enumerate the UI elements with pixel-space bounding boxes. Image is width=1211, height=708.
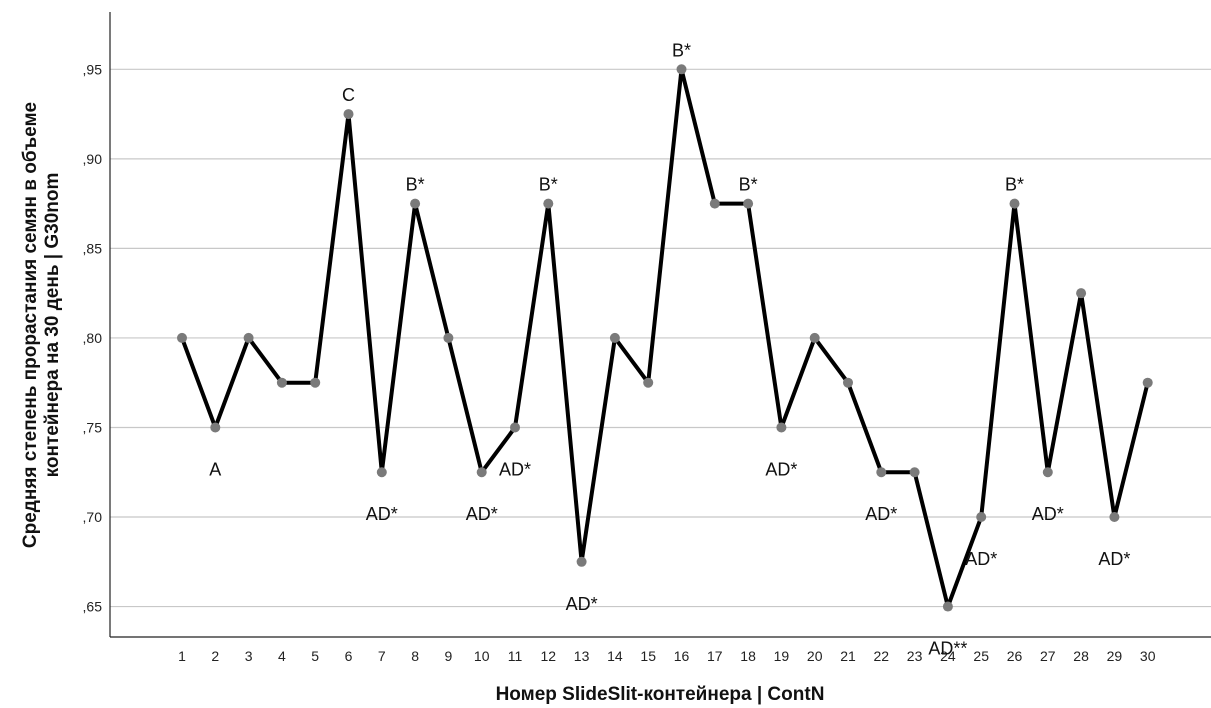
point-label: B* bbox=[1005, 175, 1024, 195]
x-tick-label: 17 bbox=[707, 648, 723, 664]
y-tick-label: ,95 bbox=[83, 61, 103, 77]
x-tick-label: 18 bbox=[740, 648, 756, 664]
point-label: AD* bbox=[965, 549, 997, 569]
x-tick-label: 15 bbox=[640, 648, 656, 664]
x-tick-label: 20 bbox=[807, 648, 823, 664]
data-point bbox=[1076, 288, 1087, 299]
x-tick-label: 16 bbox=[674, 648, 690, 664]
grid-lines bbox=[110, 68, 1211, 608]
x-tick-label: 7 bbox=[378, 648, 386, 664]
data-point bbox=[576, 556, 587, 567]
data-point bbox=[942, 601, 953, 612]
x-tick-label: 5 bbox=[311, 648, 319, 664]
data-point bbox=[476, 467, 487, 478]
series-group bbox=[177, 64, 1153, 612]
data-point bbox=[443, 332, 454, 343]
data-point bbox=[843, 377, 853, 388]
data-point bbox=[376, 467, 387, 478]
x-tick-label: 21 bbox=[840, 648, 856, 664]
data-point bbox=[709, 198, 720, 209]
data-point bbox=[1142, 377, 1153, 388]
y-tick-label: ,85 bbox=[83, 240, 103, 256]
data-point bbox=[1042, 467, 1053, 478]
point-label: AD* bbox=[499, 459, 531, 479]
data-point bbox=[676, 64, 687, 75]
y-tick-label: ,75 bbox=[83, 419, 103, 435]
point-label: AD* bbox=[765, 459, 797, 479]
y-tick-labels: ,65 ,70 ,75 ,80 ,85 ,90 ,95 bbox=[83, 61, 103, 614]
x-tick-label: 4 bbox=[278, 648, 286, 664]
x-tick-label: 29 bbox=[1107, 648, 1123, 664]
y-tick-label: ,80 bbox=[83, 330, 103, 346]
point-label: B* bbox=[672, 40, 691, 60]
data-point bbox=[743, 198, 754, 209]
point-label: AD* bbox=[1032, 504, 1064, 524]
x-tick-label: 14 bbox=[607, 648, 623, 664]
x-tick-label: 10 bbox=[474, 648, 490, 664]
x-tick-label: 19 bbox=[774, 648, 790, 664]
series-line bbox=[180, 67, 1150, 609]
point-label: AD* bbox=[466, 504, 498, 524]
data-point bbox=[310, 377, 321, 388]
point-label: A bbox=[209, 459, 221, 479]
data-point bbox=[1009, 198, 1020, 209]
point-label: B* bbox=[739, 175, 758, 195]
data-point bbox=[809, 332, 820, 343]
y-axis-title-line-1: Средняя степень прорастания семян в объе… bbox=[20, 102, 41, 548]
x-tick-label: 2 bbox=[211, 648, 219, 664]
data-point bbox=[1109, 512, 1120, 523]
x-tick-label: 28 bbox=[1073, 648, 1089, 664]
data-point bbox=[243, 332, 254, 343]
x-tick-label: 22 bbox=[874, 648, 890, 664]
point-label: AD** bbox=[928, 639, 967, 659]
y-tick-label: ,70 bbox=[83, 509, 103, 525]
data-point bbox=[210, 422, 221, 433]
x-tick-label: 27 bbox=[1040, 648, 1056, 664]
data-point bbox=[776, 422, 787, 433]
point-label: B* bbox=[406, 175, 425, 195]
data-point bbox=[177, 332, 187, 343]
data-point bbox=[909, 467, 920, 478]
point-label: AD* bbox=[865, 504, 897, 524]
point-label: C bbox=[342, 85, 355, 105]
x-tick-label: 8 bbox=[411, 648, 419, 664]
data-point bbox=[510, 422, 520, 433]
point-label: AD* bbox=[1098, 549, 1130, 569]
x-tick-label: 12 bbox=[541, 648, 557, 664]
data-point bbox=[343, 109, 354, 120]
y-tick-label: ,90 bbox=[83, 151, 103, 167]
data-point bbox=[643, 377, 654, 388]
x-tick-label: 3 bbox=[245, 648, 253, 664]
point-annotations: A C AD* B* AD* AD* B* AD* B* B* AD* AD* AD** AD* B* AD*… bbox=[209, 40, 1130, 658]
x-tick-label: 9 bbox=[445, 648, 453, 664]
x-tick-label: 6 bbox=[345, 648, 353, 664]
y-axis-title: Средняя степень прорастания семян в объе… bbox=[20, 102, 63, 548]
data-point bbox=[543, 198, 554, 209]
x-tick-labels: 1 2 3 4 5 6 7 8 9 10 11 12 13 14 15 16 17 18 19 20 21 22 23 24 2… bbox=[178, 648, 1156, 664]
x-tick-label: 30 bbox=[1140, 648, 1156, 664]
data-point bbox=[276, 377, 287, 388]
y-tick-label: ,65 bbox=[83, 599, 103, 615]
data-point bbox=[876, 467, 887, 478]
x-tick-label: 1 bbox=[178, 648, 186, 664]
data-point bbox=[976, 512, 987, 523]
x-axis-title: Номер SlideSlit-контейнера | ContN bbox=[496, 684, 825, 705]
x-tick-label: 13 bbox=[574, 648, 590, 664]
y-axis-title-line-2: контейнера на 30 день | G30nom bbox=[42, 173, 63, 478]
x-tick-label: 11 bbox=[508, 648, 523, 664]
x-tick-label: 25 bbox=[973, 648, 989, 664]
data-point bbox=[609, 332, 620, 343]
point-label: AD* bbox=[566, 594, 598, 614]
x-tick-label: 26 bbox=[1007, 648, 1023, 664]
data-point bbox=[410, 198, 421, 209]
x-tick-label: 23 bbox=[907, 648, 923, 664]
point-label: AD* bbox=[366, 504, 398, 524]
point-label: B* bbox=[539, 175, 558, 195]
x-tick-label: 24 bbox=[940, 648, 956, 664]
